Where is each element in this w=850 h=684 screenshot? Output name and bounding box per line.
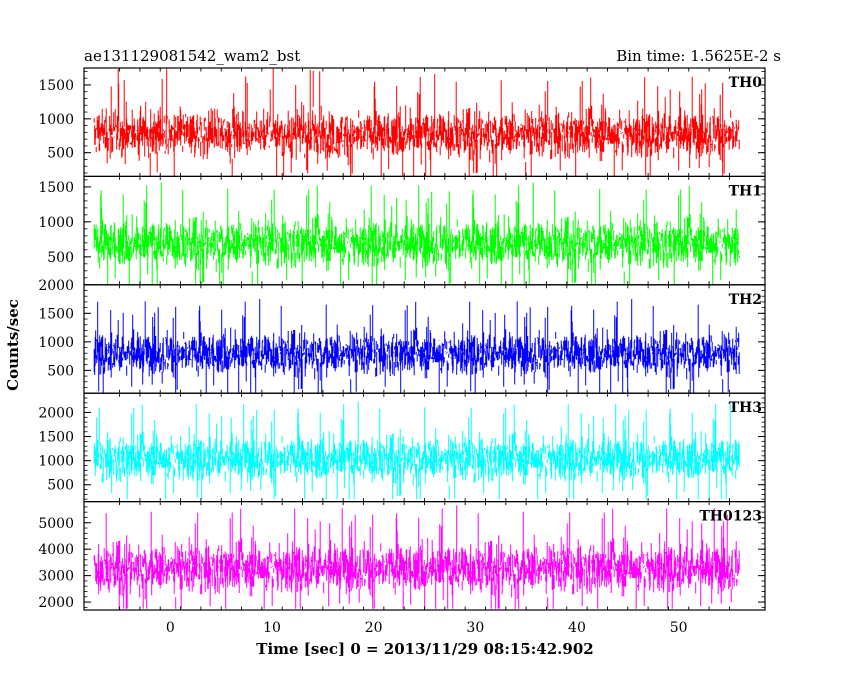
series-th3 <box>93 401 740 500</box>
x-tick-label: 40 <box>568 620 586 636</box>
y-tick-label: 5000 <box>38 516 74 532</box>
y-tick-label: 4000 <box>38 542 74 558</box>
y-tick-label: 1000 <box>38 112 74 128</box>
series-th0 <box>93 68 740 177</box>
y-tick-label: 2000 <box>38 405 74 421</box>
panel-label: TH2 <box>729 292 762 308</box>
panel-label: TH0 <box>729 75 763 91</box>
y-tick-label: 2000 <box>38 278 74 294</box>
series-th2 <box>93 299 740 394</box>
x-tick-label: 10 <box>263 620 281 636</box>
panel-th2: 500 1000 1500 2000 TH2 <box>38 278 766 394</box>
panel-th1: 500 1000 1500 TH1 <box>38 175 766 286</box>
y-tick-label: 3000 <box>38 569 74 585</box>
x-tick-label: 0 <box>166 620 175 636</box>
y-tick-label: 1500 <box>38 78 74 94</box>
y-axis-label: Counts/sec <box>4 299 22 391</box>
panel-frame <box>83 175 766 286</box>
x-tick-label: 20 <box>365 620 383 636</box>
x-axis: 0 10 20 30 40 50 <box>166 620 688 636</box>
panel-th0123: 2000 3000 4000 5000 TH0123 <box>38 501 766 611</box>
y-tick-label: 500 <box>47 478 74 494</box>
x-tick-label: 30 <box>466 620 484 636</box>
panel-label: TH3 <box>729 400 762 416</box>
chart-title-left: ae131129081542_wam2_bst <box>84 47 300 65</box>
panel-label: TH1 <box>729 183 762 199</box>
panel-frame <box>83 284 766 394</box>
panel-th0: 500 1000 1500 TH0 <box>38 67 766 178</box>
y-tick-label: 1500 <box>38 430 74 446</box>
series-th1 <box>93 182 740 285</box>
x-axis-label: Time [sec] 0 = 2013/11/29 08:15:42.902 <box>256 640 593 658</box>
y-tick-label: 1500 <box>38 306 74 322</box>
y-tick-label: 1000 <box>38 215 74 231</box>
y-tick-label: 500 <box>47 250 74 266</box>
y-tick-label: 500 <box>47 363 74 379</box>
panel-th3: 500 1000 1500 2000 TH3 <box>38 392 766 503</box>
y-tick-label: 2000 <box>38 595 74 611</box>
y-tick-label: 1000 <box>38 335 74 351</box>
chart-title-right: Bin time: 1.5625E-2 s <box>616 47 781 65</box>
x-tick-label: 50 <box>670 620 688 636</box>
panel-label: TH0123 <box>699 509 762 525</box>
y-tick-label: 1500 <box>38 180 74 196</box>
y-tick-label: 1000 <box>38 454 74 470</box>
panels-group: 500 1000 1500 TH0 500 1000 1500 TH1 500 1000 1500 2… <box>38 67 766 611</box>
series-th0123 <box>93 505 740 609</box>
y-tick-label: 500 <box>47 146 74 162</box>
